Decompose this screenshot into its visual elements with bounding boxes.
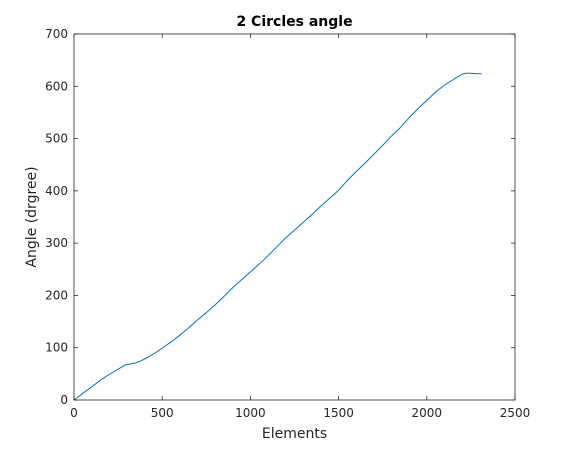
y-tick-label: 500 <box>45 132 68 146</box>
series-layer <box>73 72 482 401</box>
y-axis-label: Angle (drgree) <box>24 166 40 267</box>
x-axis-label: Elements <box>262 426 327 442</box>
x-tick-label: 1000 <box>235 406 266 420</box>
x-tick-label: 2000 <box>412 406 443 420</box>
axes-box <box>73 33 516 401</box>
x-tick-label: 500 <box>151 406 174 420</box>
y-tick-label: 200 <box>45 288 68 302</box>
y-tick-label: 400 <box>45 184 68 198</box>
axes-layer: 0 500 1000 1500 2000 2500 0 100 200 300 400 500 600 7… <box>45 27 530 420</box>
y-tick-label: 600 <box>45 79 68 93</box>
y-tick-label: 0 <box>60 393 68 407</box>
series-line-0 <box>73 72 482 401</box>
plot-background <box>74 34 515 400</box>
y-tick-label: 100 <box>45 341 68 355</box>
x-tick-label: 0 <box>70 406 78 420</box>
chart-title: 2 Circles angle <box>236 14 352 30</box>
x-tick-label: 1500 <box>323 406 354 420</box>
y-tick-label: 300 <box>45 236 68 250</box>
x-tick-label: 2500 <box>500 406 531 420</box>
y-tick-label: 700 <box>45 27 68 41</box>
